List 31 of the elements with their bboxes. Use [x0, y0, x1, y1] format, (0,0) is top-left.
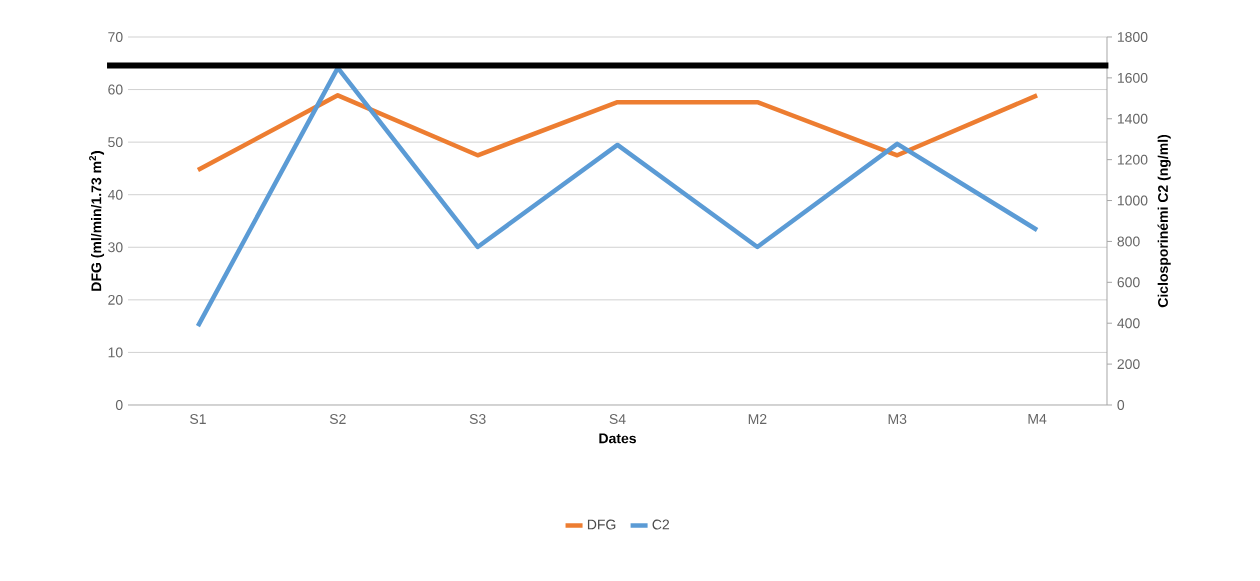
- x-tick-label: M3: [888, 414, 907, 425]
- legend-label: DFG: [587, 519, 616, 530]
- y-tick-label: 30: [108, 242, 123, 253]
- y-tick-label: 40: [107, 189, 123, 200]
- y-tick-label: 70: [108, 32, 123, 42]
- y2-tick-label: 200: [1117, 359, 1140, 370]
- y-tick-label: 10: [108, 347, 123, 358]
- x-tick-label: S2: [329, 414, 346, 425]
- legend-label: C2: [652, 519, 670, 530]
- y2-tick-label: 1600: [1117, 72, 1148, 83]
- x-tick-label: S3: [469, 414, 486, 425]
- y-axis-title: DFG (ml/min/1.73 m$^{2}$): [89, 151, 105, 291]
- x-tick-label: M4: [1028, 414, 1047, 424]
- y2-tick-label: 0: [1117, 400, 1125, 410]
- y-tick-label: 20: [108, 294, 123, 305]
- y2-axis-title: Ciclosporinémi C2 (ng/ml): [1157, 134, 1171, 308]
- x-tick-label: S1: [190, 414, 206, 425]
- y-tick-label: 50: [108, 137, 123, 148]
- y-tick-label: 0: [115, 400, 123, 410]
- y2-tick-label: 800: [1117, 236, 1140, 247]
- y2-tick-label: 1200: [1117, 154, 1148, 165]
- y2-tick-label: 1000: [1117, 195, 1148, 206]
- y2-tick-label: 400: [1117, 318, 1140, 329]
- y-tick-label: 60: [108, 84, 123, 95]
- x-axis-title: Dates: [599, 433, 636, 444]
- x-tick-label: S4: [609, 414, 626, 425]
- line-series: [195, 93, 1040, 173]
- y2-tick-label: 600: [1117, 277, 1140, 288]
- y2-tick-label: 1800: [1117, 32, 1148, 42]
- x-tick-label: M2: [748, 414, 767, 424]
- y2-tick-label: 1400: [1117, 113, 1148, 124]
